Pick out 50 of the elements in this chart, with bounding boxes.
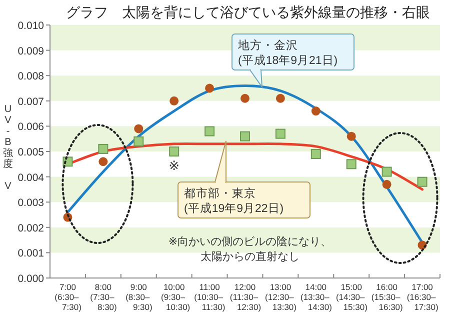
annotation: 太陽からの直射なし [200, 250, 300, 263]
annotation: ※向かいの側のビルの陰になり、 [168, 236, 332, 248]
annotation: (平成18年9月21日) [238, 54, 338, 67]
point [311, 106, 320, 116]
y-tick-label: 0.000 [18, 273, 44, 285]
x-tick-label: 13:00 (12:30– 13:30) [265, 282, 297, 312]
point [98, 144, 108, 154]
point [275, 128, 286, 139]
annotation: 地方・金沢 [237, 38, 298, 52]
point [276, 94, 285, 103]
point [134, 124, 144, 134]
x-tick-label: 7:00 (6:30– 7:30) [54, 282, 82, 312]
x-tick-label: 15:00 (14:30– 15:30) [336, 282, 368, 312]
x-tick-label: 9:00 (8:30– 9:30) [126, 282, 152, 312]
point [382, 180, 392, 189]
x-tick-label: 16:00 (15:30– 16:30) [371, 282, 404, 312]
x-tick-label: 12:00 (11:30– 12:30) [230, 282, 262, 312]
y-tick-label: 0.007 [18, 96, 44, 108]
point [382, 166, 392, 177]
annotation: ※ [168, 158, 180, 173]
x-tick-label: 10:00 (9:30– 10:30) [161, 282, 190, 312]
x-tick-label: 8:00 (7:30– 8:30) [90, 282, 118, 312]
y-tick-label: 0.002 [18, 222, 44, 234]
y-tick-label: 0.008 [18, 70, 44, 83]
point [169, 146, 180, 156]
point [98, 157, 108, 166]
y-tick-label: 0.004 [18, 172, 44, 184]
point [310, 149, 321, 160]
point [134, 136, 144, 146]
point [204, 126, 215, 136]
point [346, 132, 356, 141]
x-tick-label: 11:00 (10:30– 11:30) [194, 282, 226, 312]
y-tick-label: 0.003 [18, 197, 44, 210]
chart-title: グラフ 太陽を背にして浴びている紫外線量の推移・右眼 [66, 4, 430, 20]
point [240, 131, 250, 142]
point [170, 96, 179, 106]
annotation: 都市部・東京 [184, 186, 256, 200]
y-tick-label: 0.005 [18, 146, 44, 158]
x-tick-label: 17:00 (16:30– 17:30) [406, 282, 438, 312]
point [346, 159, 356, 170]
point [417, 176, 428, 187]
x-tick-label: 14:00 (13:30– 14:30) [300, 282, 332, 312]
point [205, 84, 214, 93]
y-tick-label: 0.010 [18, 20, 44, 32]
y-tick-label: 0.006 [18, 121, 44, 134]
y-tick-label: 0.009 [18, 45, 44, 58]
annotation: (平成19年9月22日) [184, 202, 284, 215]
y-tick-label: 0.001 [18, 248, 44, 260]
y-axis-title: UV-B強度 V [3, 104, 13, 192]
point [240, 94, 250, 103]
